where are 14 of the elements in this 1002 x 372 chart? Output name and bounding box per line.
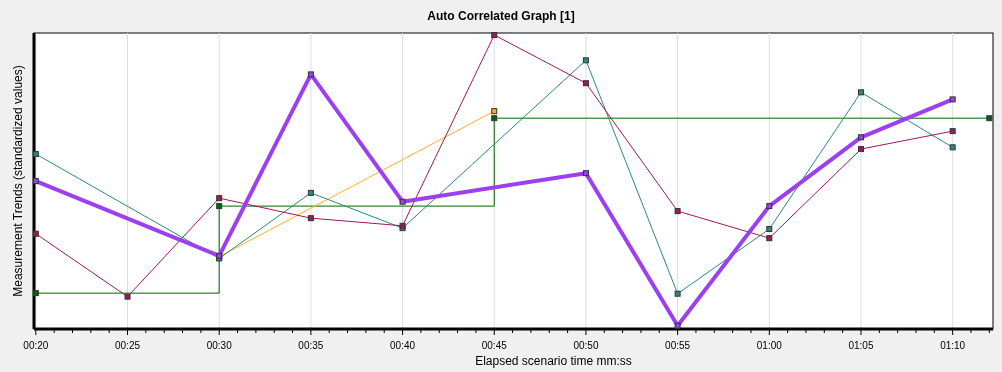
x-tick-label: 00:35 xyxy=(298,340,324,351)
x-tick-label: 00:20 xyxy=(23,340,49,351)
y-axis-title: Measurement Trends (standardized values) xyxy=(11,65,25,297)
x-tick-label: 00:55 xyxy=(665,340,691,351)
x-tick-label: 00:45 xyxy=(481,340,508,351)
chart-title: Auto Correlated Graph [1] xyxy=(427,9,575,23)
x-tick-label: 00:25 xyxy=(115,340,141,351)
x-axis-title: Elapsed scenario time mm:ss xyxy=(475,354,632,368)
x-tick-label: 00:50 xyxy=(573,340,599,351)
x-tick-label: 01:00 xyxy=(756,340,783,351)
x-tick-label: 00:40 xyxy=(390,340,416,351)
x-tick-label: 01:05 xyxy=(848,340,874,351)
x-tick-label: 00:30 xyxy=(206,340,233,351)
x-tick-label: 01:10 xyxy=(940,340,966,351)
